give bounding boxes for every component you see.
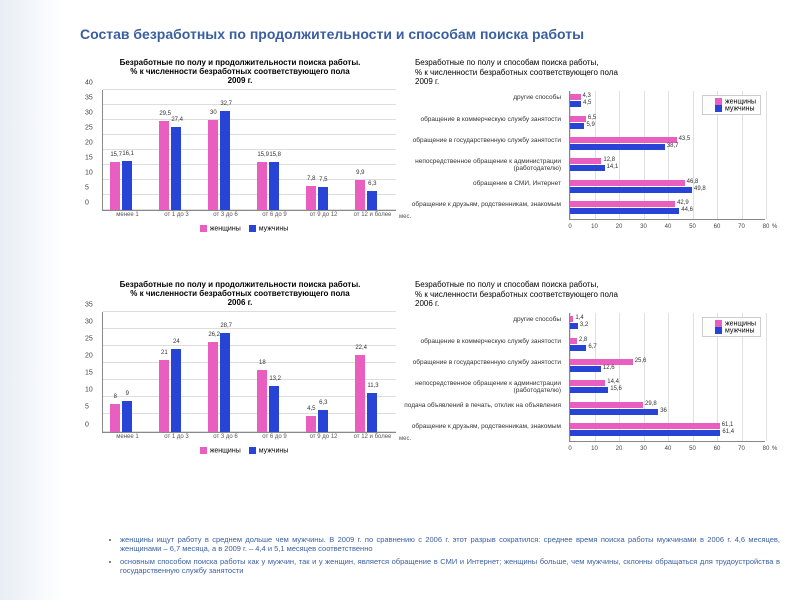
category-label: обращение в государственную службу занят…: [401, 360, 561, 367]
x-tick: 0: [568, 446, 571, 452]
chart-title: Безработные по полу и способам поиска ра…: [415, 280, 800, 309]
bar-men: 12,6: [570, 366, 601, 372]
legend: женщинымужчины: [702, 95, 761, 116]
plot-area: другие способыобращение в коммерческую с…: [405, 91, 800, 231]
x-tick: 30: [640, 224, 647, 230]
plot-area: 051015202530354015,716,1менее 129,527,4о…: [102, 90, 396, 211]
x-tick: 60: [714, 446, 721, 452]
bar-men: 44,6: [570, 208, 679, 214]
bar-men: 6,7: [570, 345, 586, 351]
y-tick: 10: [85, 169, 93, 176]
y-tick: 0: [85, 199, 89, 206]
y-tick: 0: [85, 421, 89, 428]
y-tick: 15: [85, 370, 93, 377]
x-tick: 30: [640, 446, 647, 452]
chart-title: Безработные по полу и продолжительности …: [80, 58, 400, 86]
bar-women: 12,8: [570, 158, 601, 164]
y-tick: 10: [85, 387, 93, 394]
x-tick: 10: [591, 224, 598, 230]
category-label: подача объявлений в печать, отклик на об…: [401, 403, 561, 410]
bar-women: 25,6: [570, 359, 633, 365]
x-tick: 20: [616, 446, 623, 452]
x-tick: 40: [665, 446, 672, 452]
category-label: обращение в государственную службу занят…: [401, 138, 561, 145]
category-label: другие способы: [401, 95, 561, 102]
legend: женщинымужчины: [80, 225, 400, 232]
category-label: непосредственное обращение к администрац…: [401, 159, 561, 173]
bar-women: 1,4: [570, 316, 573, 322]
slide: Состав безработных по продолжительности …: [0, 0, 800, 600]
bar-men: 36: [570, 409, 658, 415]
bar-men: 4,5: [570, 101, 581, 107]
bar-women: 46,8: [570, 180, 685, 186]
chart-title: Безработные по полу и способам поиска ра…: [415, 58, 800, 87]
bar-women: 61,1: [570, 423, 720, 429]
y-tick: 25: [85, 335, 93, 342]
x-tick: 20: [616, 224, 623, 230]
bar-men: 14,1: [570, 165, 605, 171]
footnote-item: основным способом поиска работы как у му…: [120, 557, 780, 575]
y-tick: 30: [85, 109, 93, 116]
x-tick: 50: [689, 446, 696, 452]
bar-men: 61,4: [570, 430, 720, 436]
category-label: обращение в СМИ, Интернет: [401, 181, 561, 188]
y-tick: 5: [85, 404, 89, 411]
page-title: Состав безработных по продолжительности …: [80, 26, 780, 42]
x-tick: 80: [763, 446, 770, 452]
x-tick: 50: [689, 224, 696, 230]
bar-women: 43,5: [570, 137, 677, 143]
y-tick: 40: [85, 79, 93, 86]
y-tick: 20: [85, 353, 93, 360]
bar-men: 15,6: [570, 387, 608, 393]
x-tick: от 12 и более: [338, 212, 407, 218]
x-tick: 40: [665, 224, 672, 230]
y-tick: 30: [85, 318, 93, 325]
y-tick: 15: [85, 154, 93, 161]
bar-men: 38,7: [570, 144, 665, 150]
x-tick: 0: [568, 224, 571, 230]
y-tick: 5: [85, 184, 89, 191]
bar-women: 14,4: [570, 380, 605, 386]
hbar-chart-meth2006: Безработные по полу и способам поиска ра…: [405, 280, 800, 470]
bar-women: 2,8: [570, 338, 577, 344]
category-label: другие способы: [401, 317, 561, 324]
category-label: обращение к друзьям, родственникам, знак…: [401, 424, 561, 431]
x-tick: 70: [738, 446, 745, 452]
x-tick: 10: [591, 446, 598, 452]
bar-women: 4,3: [570, 94, 581, 100]
chart-title: Безработные по полу и продолжительности …: [80, 280, 400, 308]
plot-area: 0510152025303589менее 12124от 1 до 326,2…: [102, 312, 396, 433]
x-tick: 70: [738, 224, 745, 230]
bar-women: 29,8: [570, 402, 643, 408]
y-tick: 35: [85, 94, 93, 101]
x-tick: 80: [763, 224, 770, 230]
category-label: непосредственное обращение к администрац…: [401, 381, 561, 395]
category-label: обращение к друзьям, родственникам, знак…: [401, 202, 561, 209]
y-tick: 35: [85, 301, 93, 308]
legend: женщинымужчины: [702, 317, 761, 338]
vbar-chart-dur2006: Безработные по полу и продолжительности …: [80, 280, 400, 460]
category-label: обращение в коммерческую службу занятост…: [401, 117, 561, 124]
vbar-chart-dur2009: Безработные по полу и продолжительности …: [80, 58, 400, 238]
category-label: обращение в коммерческую службу занятост…: [401, 339, 561, 346]
y-tick: 20: [85, 139, 93, 146]
bar-men: 3,2: [570, 323, 578, 329]
plot-area: другие способыобращение в коммерческую с…: [405, 313, 800, 453]
bar-women: 42,9: [570, 201, 675, 207]
bar-men: 49,8: [570, 187, 692, 193]
footnotes: женщины ищут работу в среднем дольше чем…: [80, 535, 780, 579]
bar-women: 6,5: [570, 116, 586, 122]
x-tick: 60: [714, 224, 721, 230]
y-tick: 25: [85, 124, 93, 131]
footnote-item: женщины ищут работу в среднем дольше чем…: [120, 535, 780, 553]
bar-men: 5,9: [570, 123, 584, 129]
x-tick: от 12 и более: [338, 434, 407, 440]
legend: женщинымужчины: [80, 447, 400, 454]
hbar-chart-meth2009: Безработные по полу и способам поиска ра…: [405, 58, 800, 248]
